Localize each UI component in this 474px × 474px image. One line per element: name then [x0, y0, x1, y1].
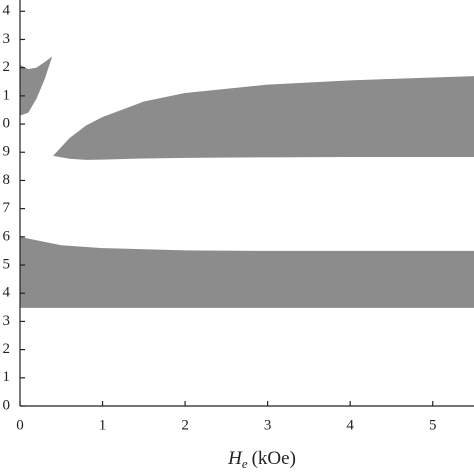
y-tick-label: 0: [3, 397, 11, 413]
x-tick-label: 2: [181, 417, 189, 433]
band-area: [20, 56, 53, 116]
band-area: [20, 236, 474, 308]
y-tick-label: 1: [3, 87, 11, 103]
x-tick-label: 5: [429, 417, 437, 433]
y-tick-label: 3: [3, 31, 11, 47]
x-tick-label: 0: [16, 417, 24, 433]
x-label-subscript: e: [242, 456, 248, 471]
x-tick-label: 1: [99, 417, 107, 433]
x-tick-label: 4: [346, 417, 354, 433]
y-tick-label: 6: [3, 228, 11, 244]
y-tick-label: 2: [3, 341, 11, 357]
y-tick-label: 9: [3, 144, 11, 160]
y-tick-label: 4: [3, 3, 11, 19]
y-tick-label: 0: [3, 115, 11, 131]
x-label-symbol: H: [227, 448, 243, 469]
y-tick-label: 8: [3, 172, 11, 188]
y-tick-label: 4: [3, 285, 11, 301]
x-axis-label: He (kOe): [227, 448, 296, 471]
y-tick-label: 7: [3, 200, 11, 216]
y-tick-label: 5: [3, 256, 11, 272]
band-area: [53, 76, 474, 160]
y-tick-label: 1: [3, 369, 11, 385]
x-tick-label: 3: [264, 417, 272, 433]
x-label-unit: (kOe): [252, 448, 296, 469]
y-tick-label: 3: [3, 313, 11, 329]
y-tick-label: 2: [3, 59, 11, 75]
